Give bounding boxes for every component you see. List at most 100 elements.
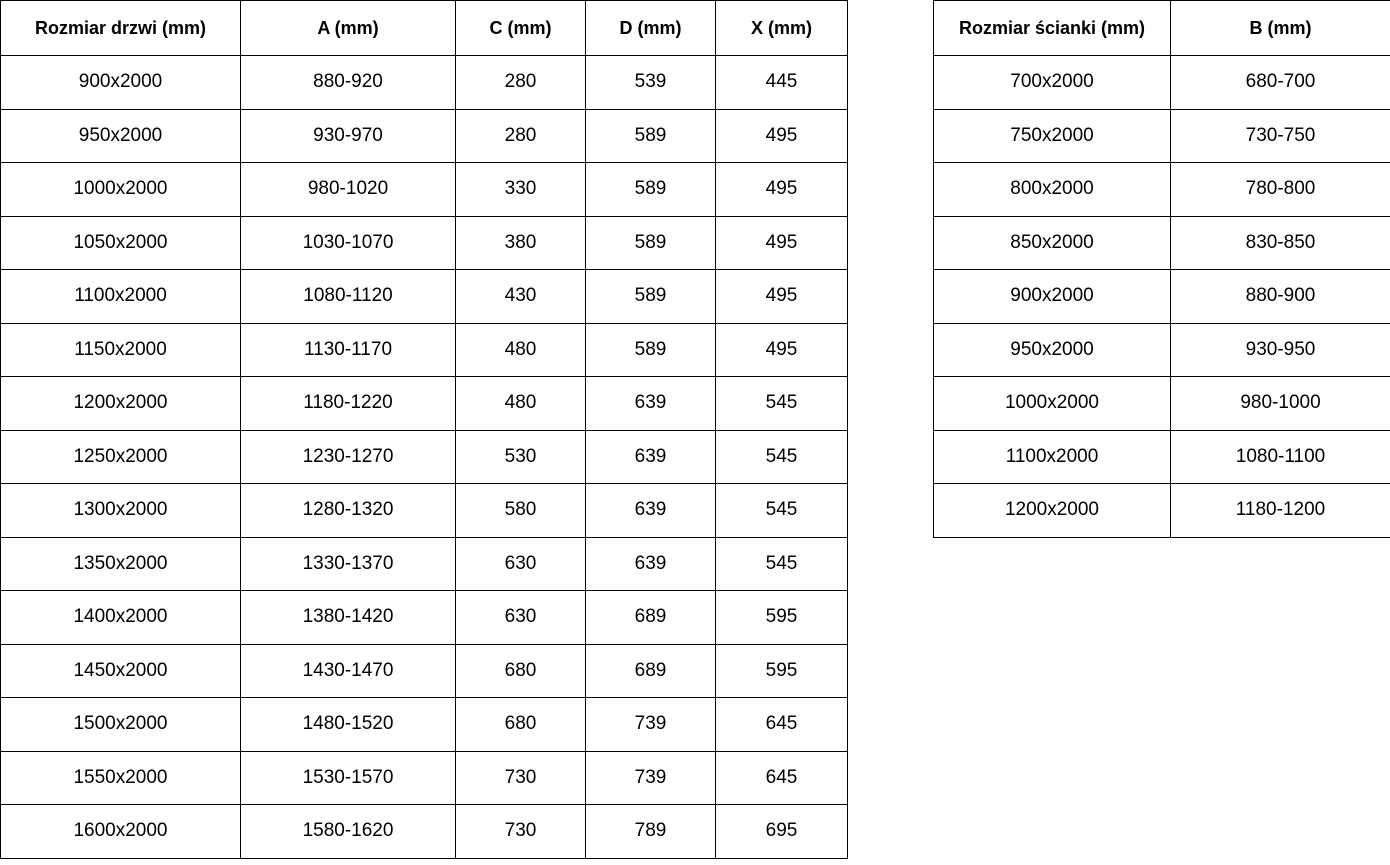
table-cell: 639 xyxy=(585,376,716,431)
table-cell: 700x2000 xyxy=(933,55,1171,110)
table-row: 1200x2000 1180-1200 xyxy=(933,483,1390,538)
column-header: C (mm) xyxy=(455,0,586,56)
column-header: D (mm) xyxy=(585,0,716,56)
table-cell: 689 xyxy=(585,590,716,645)
table-cell: 930-950 xyxy=(1170,322,1390,377)
table-cell: 1480-1520 xyxy=(240,697,456,752)
table-cell: 689 xyxy=(585,643,716,698)
table-cell: 1430-1470 xyxy=(240,643,456,698)
table-cell: 545 xyxy=(715,376,848,431)
table-cell: 430 xyxy=(455,269,586,324)
table-cell: 495 xyxy=(715,269,848,324)
table-cell: 639 xyxy=(585,536,716,591)
wall-panel-sizes-table: Rozmiar ścianki (mm) B (mm) 700x2000 680-7… xyxy=(933,0,1390,538)
wall-panel-sizes-table-body: 700x2000 680-700 750x2000 730-750 800x2000 78… xyxy=(933,55,1390,538)
table-cell: 639 xyxy=(585,429,716,484)
table-cell: 1050x2000 xyxy=(0,215,241,270)
header-row: Rozmiar ścianki (mm) B (mm) xyxy=(933,0,1390,56)
table-cell: 639 xyxy=(585,483,716,538)
table-cell: 680-700 xyxy=(1170,55,1390,110)
table-cell: 1100x2000 xyxy=(0,269,241,324)
table-cell: 930-970 xyxy=(240,108,456,163)
table-cell: 900x2000 xyxy=(0,55,241,110)
column-header: A (mm) xyxy=(240,0,456,56)
table-row: 750x2000 730-750 xyxy=(933,108,1390,163)
table-cell: 495 xyxy=(715,162,848,217)
table-cell: 1200x2000 xyxy=(933,483,1171,538)
table-cell: 1000x2000 xyxy=(933,376,1171,431)
table-cell: 545 xyxy=(715,536,848,591)
table-cell: 1500x2000 xyxy=(0,697,241,752)
table-cell: 1580-1620 xyxy=(240,804,456,859)
table-cell: 950x2000 xyxy=(0,108,241,163)
table-row: 850x2000 830-850 xyxy=(933,215,1390,270)
table-cell: 1150x2000 xyxy=(0,322,241,377)
table-cell: 280 xyxy=(455,108,586,163)
table-cell: 730 xyxy=(455,804,586,859)
table-row: 1000x2000 980-1000 xyxy=(933,376,1390,431)
table-cell: 739 xyxy=(585,750,716,805)
table-cell: 330 xyxy=(455,162,586,217)
table-cell: 680 xyxy=(455,643,586,698)
table-cell: 1280-1320 xyxy=(240,483,456,538)
column-header: B (mm) xyxy=(1170,0,1390,56)
table-cell: 480 xyxy=(455,322,586,377)
table-cell: 1000x2000 xyxy=(0,162,241,217)
table-cell: 980-1000 xyxy=(1170,376,1390,431)
table-cell: 1230-1270 xyxy=(240,429,456,484)
table-cell: 980-1020 xyxy=(240,162,456,217)
door-sizes-table: Rozmiar drzwi (mm) A (mm) C (mm) D (mm) X (m… xyxy=(0,0,848,859)
table-cell: 1350x2000 xyxy=(0,536,241,591)
table-cell: 589 xyxy=(585,108,716,163)
table-cell: 739 xyxy=(585,697,716,752)
table-cell: 589 xyxy=(585,269,716,324)
column-header: Rozmiar ścianki (mm) xyxy=(933,0,1171,56)
table-cell: 1030-1070 xyxy=(240,215,456,270)
table-cell: 589 xyxy=(585,215,716,270)
table-cell: 1380-1420 xyxy=(240,590,456,645)
table-cell: 1250x2000 xyxy=(0,429,241,484)
table-cell: 780-800 xyxy=(1170,162,1390,217)
table-row: 1100x2000 1080-1100 xyxy=(933,429,1390,484)
table-cell: 950x2000 xyxy=(933,322,1171,377)
table-row: 700x2000 680-700 xyxy=(933,55,1390,110)
table-row: 1200x2000 1180-1220 480 639 545 xyxy=(0,376,848,431)
table-row: 1250x2000 1230-1270 530 639 545 xyxy=(0,429,848,484)
table-row: 1500x2000 1480-1520 680 739 645 xyxy=(0,697,848,752)
table-cell: 1330-1370 xyxy=(240,536,456,591)
table-row: 1100x2000 1080-1120 430 589 495 xyxy=(0,269,848,324)
table-cell: 645 xyxy=(715,697,848,752)
table-cell: 830-850 xyxy=(1170,215,1390,270)
table-cell: 1530-1570 xyxy=(240,750,456,805)
table-row: 900x2000 880-900 xyxy=(933,269,1390,324)
table-row: 1150x2000 1130-1170 480 589 495 xyxy=(0,322,848,377)
table-cell: 380 xyxy=(455,215,586,270)
table-cell: 539 xyxy=(585,55,716,110)
table-cell: 900x2000 xyxy=(933,269,1171,324)
table-row: 950x2000 930-950 xyxy=(933,322,1390,377)
table-cell: 495 xyxy=(715,108,848,163)
table-row: 1600x2000 1580-1620 730 789 695 xyxy=(0,804,848,859)
table-cell: 530 xyxy=(455,429,586,484)
table-cell: 545 xyxy=(715,483,848,538)
table-cell: 495 xyxy=(715,322,848,377)
table-cell: 1200x2000 xyxy=(0,376,241,431)
table-row: 1450x2000 1430-1470 680 689 595 xyxy=(0,643,848,698)
table-cell: 789 xyxy=(585,804,716,859)
table-cell: 495 xyxy=(715,215,848,270)
table-row: 950x2000 930-970 280 589 495 xyxy=(0,108,848,163)
wall-panel-sizes-table-header: Rozmiar ścianki (mm) B (mm) xyxy=(933,0,1390,56)
table-cell: 1180-1220 xyxy=(240,376,456,431)
table-row: 1350x2000 1330-1370 630 639 545 xyxy=(0,536,848,591)
table-cell: 580 xyxy=(455,483,586,538)
table-cell: 645 xyxy=(715,750,848,805)
table-cell: 595 xyxy=(715,643,848,698)
table-cell: 480 xyxy=(455,376,586,431)
table-row: 1050x2000 1030-1070 380 589 495 xyxy=(0,215,848,270)
table-cell: 595 xyxy=(715,590,848,645)
door-sizes-table-header: Rozmiar drzwi (mm) A (mm) C (mm) D (mm) X (m… xyxy=(0,0,848,56)
table-cell: 1100x2000 xyxy=(933,429,1171,484)
table-row: 1000x2000 980-1020 330 589 495 xyxy=(0,162,848,217)
table-cell: 730 xyxy=(455,750,586,805)
